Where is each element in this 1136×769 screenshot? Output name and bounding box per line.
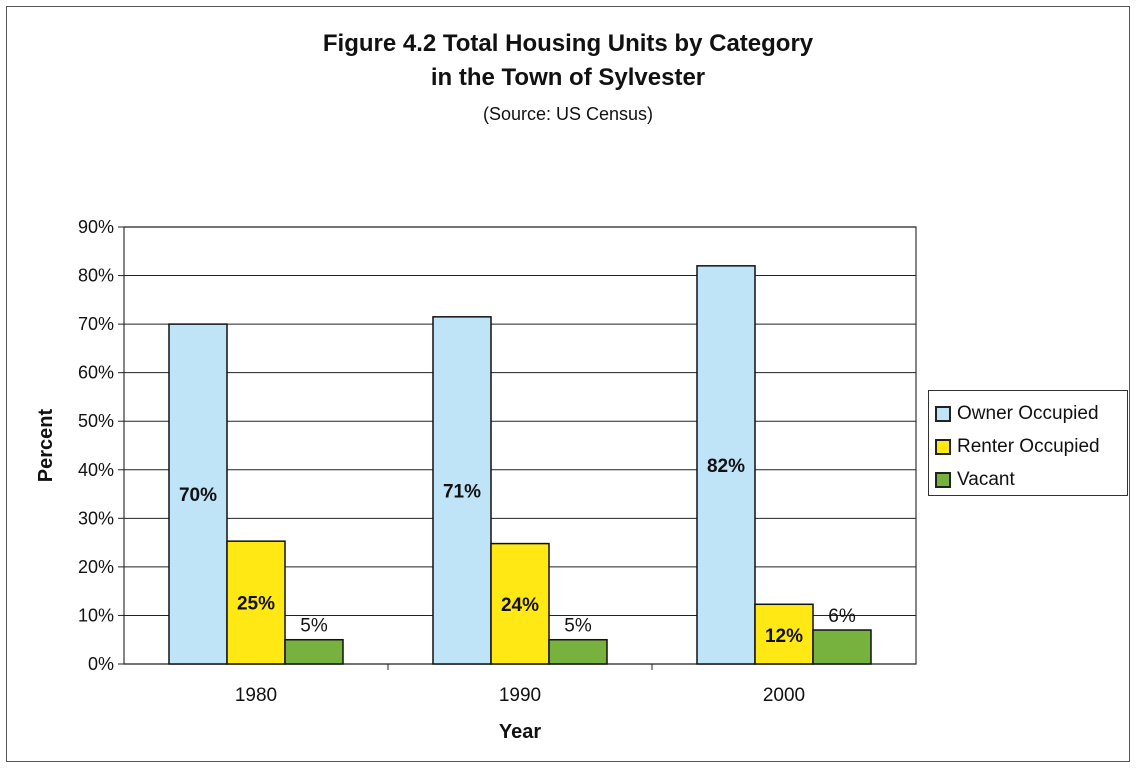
legend-swatch-vacant (935, 471, 951, 488)
data-label: 5% (300, 616, 328, 637)
data-label: 12% (765, 626, 803, 647)
legend: Owner Occupied Renter Occupied Vacant (928, 390, 1128, 496)
chart-frame (6, 6, 1130, 762)
y-tick-label: 40% (78, 460, 114, 480)
chart-title-line1: Figure 4.2 Total Housing Units by Catego… (322, 30, 814, 57)
y-tick-label: 10% (78, 605, 114, 625)
legend-label-owner-occupied: Owner Occupied (957, 402, 1099, 424)
y-tick-label: 50% (78, 411, 114, 431)
legend-item-renter-occupied: Renter Occupied (935, 430, 1121, 463)
x-tick-label: 1990 (499, 685, 541, 706)
bar-renter-occupied (226, 540, 286, 665)
bar-vacant (812, 629, 872, 665)
y-tick-label: 90% (78, 217, 114, 237)
data-label: 70% (179, 485, 217, 506)
y-tick-label: 0% (88, 654, 114, 674)
bar-owner-occupied (168, 323, 228, 665)
bar-vacant (548, 638, 608, 665)
chart-title-line2: in the Town of Sylvester (430, 64, 706, 91)
legend-swatch-owner-occupied (935, 405, 951, 422)
y-tick-label: 20% (78, 557, 114, 577)
bar-owner-occupied (432, 316, 492, 665)
x-tick-label: 1980 (235, 685, 277, 706)
legend-swatch-renter-occupied (935, 438, 951, 455)
data-label: 82% (707, 456, 745, 477)
legend-item-owner-occupied: Owner Occupied (935, 397, 1121, 430)
y-axis-label: Percent (35, 408, 57, 482)
y-tick-label: 80% (78, 266, 114, 286)
data-label: 6% (828, 606, 856, 627)
bar-renter-occupied (490, 542, 550, 665)
data-label: 25% (237, 594, 275, 615)
data-label: 24% (501, 595, 539, 616)
data-label: 5% (564, 616, 592, 637)
y-tick-label: 30% (78, 508, 114, 528)
x-tick-label: 2000 (763, 685, 805, 706)
y-tick-label: 60% (78, 363, 114, 383)
legend-label-renter-occupied: Renter Occupied (957, 435, 1100, 457)
legend-item-vacant: Vacant (935, 463, 1121, 496)
data-label: 71% (443, 481, 481, 502)
x-axis-label: Year (499, 721, 541, 743)
chart-subtitle: (Source: US Census) (482, 104, 654, 124)
y-tick-label: 70% (78, 314, 114, 334)
legend-label-vacant: Vacant (957, 468, 1015, 490)
bar-owner-occupied (696, 265, 756, 665)
bar-vacant (284, 638, 344, 665)
